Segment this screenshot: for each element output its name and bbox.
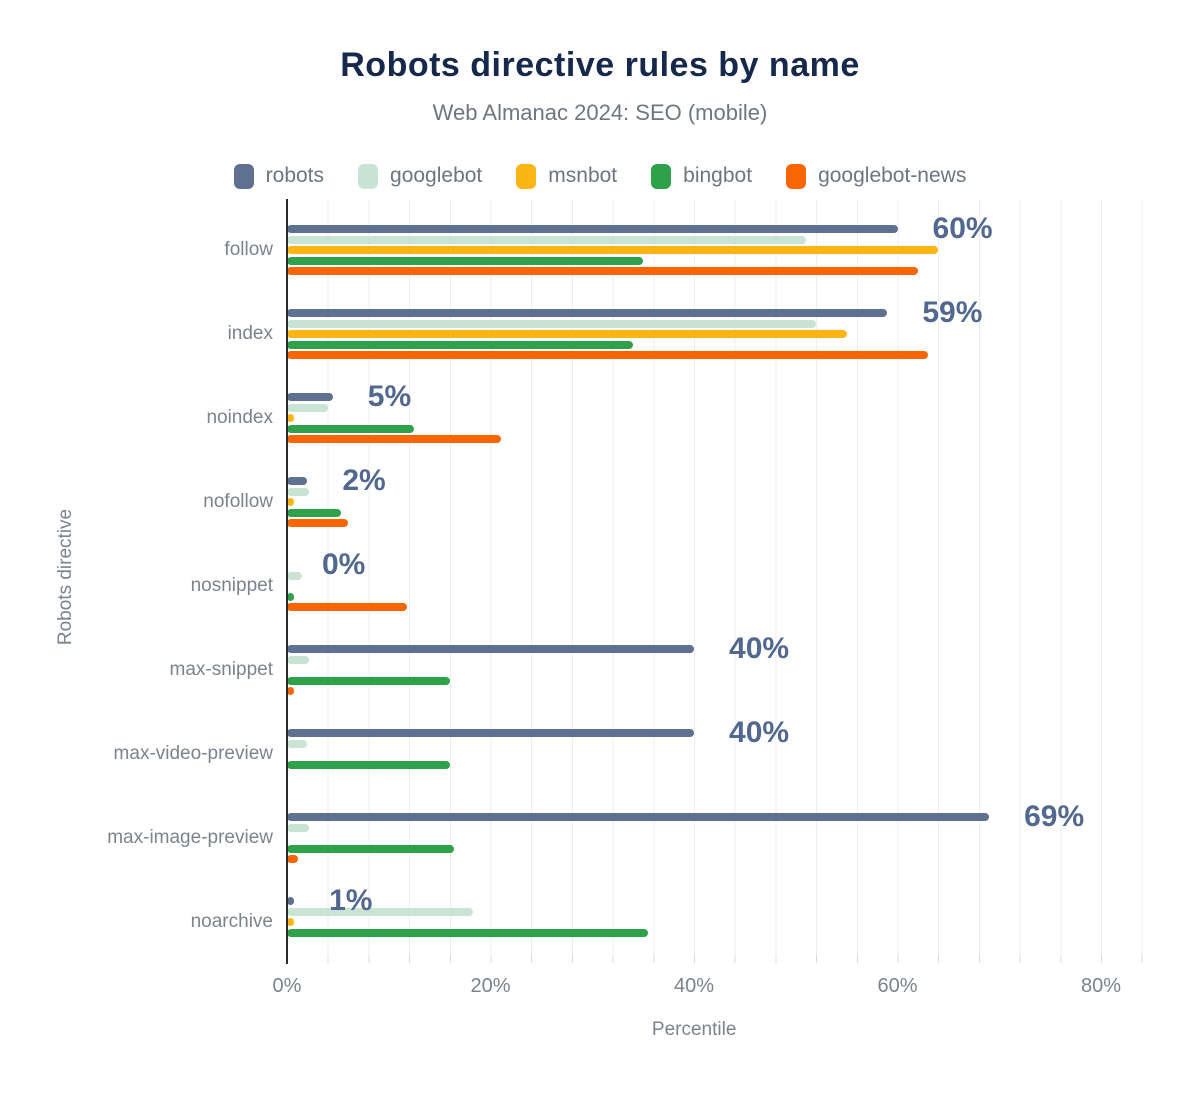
bar-googlebot xyxy=(287,655,310,664)
bar-bingbot xyxy=(287,676,450,685)
bar-googlebot xyxy=(287,571,303,580)
legend-label: googlebot xyxy=(390,164,483,187)
category-label: index xyxy=(227,323,273,344)
bar-robots xyxy=(287,309,888,317)
bar-robots xyxy=(287,477,308,485)
legend-item-robots[interactable]: robots xyxy=(233,163,325,189)
legend-swatch-bingbot xyxy=(651,163,672,189)
bar-googlebot xyxy=(287,403,328,412)
category-label: max-video-preview xyxy=(113,743,273,764)
bar-googlebot xyxy=(287,235,806,244)
bar-bingbot xyxy=(287,340,633,349)
legend-swatch-googlebot-news xyxy=(786,163,807,189)
bar-googlebot-news xyxy=(287,603,408,611)
legend-label: bingbot xyxy=(683,164,753,187)
bar-googlebot-news xyxy=(287,435,501,443)
category-label: max-image-preview xyxy=(107,827,273,848)
chart-subtitle: Web Almanac 2024: SEO (mobile) xyxy=(432,100,768,125)
bar-msnbot xyxy=(287,918,294,926)
category-label: max-snippet xyxy=(169,659,274,680)
bar-googlebot xyxy=(287,823,310,832)
category-row-max-image-preview: max-image-preview 69% xyxy=(107,787,1157,871)
category-label: nofollow xyxy=(203,491,273,512)
legend-swatch-robots xyxy=(233,163,254,189)
legend-item-googlebot-news[interactable]: googlebot-news xyxy=(786,163,967,189)
category-row-noindex: noindex 5% xyxy=(206,367,1157,451)
data-label: 59% xyxy=(922,296,983,329)
category-row-index: index 59% xyxy=(228,283,1157,367)
bar-robots xyxy=(287,645,695,653)
data-label: 40% xyxy=(729,716,790,749)
legend-label: googlebot-news xyxy=(818,164,967,187)
bar-googlebot-news xyxy=(287,351,929,359)
category-label: nosnippet xyxy=(190,575,273,596)
plot-area: follow 60% index 59% noindex 5% nofollow 2% nosn… xyxy=(107,199,1157,1040)
bar-googlebot xyxy=(287,907,474,916)
bar-msnbot xyxy=(287,246,939,254)
bar-googlebot xyxy=(287,319,817,328)
legend-label: msnbot xyxy=(548,164,618,187)
bar-robots xyxy=(287,729,695,737)
chart-area: Robots directive follow 60% index 59% noinde… xyxy=(0,199,1200,1079)
data-label: 40% xyxy=(729,632,790,665)
bar-bingbot xyxy=(287,424,415,433)
bar-robots xyxy=(287,813,990,821)
data-label: 60% xyxy=(932,212,993,245)
category-row-noarchive: noarchive 1% xyxy=(191,871,1157,955)
bar-googlebot-news xyxy=(287,687,294,695)
bar-googlebot-news xyxy=(287,519,349,527)
x-axis-title: Percentile xyxy=(651,1019,737,1040)
bar-bingbot xyxy=(287,256,644,265)
legend-item-googlebot[interactable]: googlebot xyxy=(358,163,483,189)
bar-bingbot xyxy=(287,844,454,853)
category-row-follow: follow 60% xyxy=(224,199,1157,283)
y-axis-title: Robots directive xyxy=(55,508,76,646)
bar-robots xyxy=(287,897,295,905)
category-row-nofollow: nofollow 2% xyxy=(203,451,1157,535)
category-row-max-video-preview: max-video-preview 40% xyxy=(114,703,1157,787)
legend-swatch-googlebot xyxy=(358,163,379,189)
bar-googlebot-news xyxy=(287,267,918,275)
x-axis-ticks xyxy=(287,955,1157,963)
legend-item-bingbot[interactable]: bingbot xyxy=(651,163,753,189)
x-tick-label: 80% xyxy=(1081,975,1122,997)
x-tick-label: 20% xyxy=(470,975,511,997)
bar-robots xyxy=(287,393,333,401)
data-label: 2% xyxy=(342,464,386,497)
category-row-nosnippet: nosnippet 0% xyxy=(191,535,1157,619)
legend-swatch-msnbot xyxy=(516,163,537,189)
data-label: 5% xyxy=(367,380,412,413)
bar-msnbot xyxy=(287,414,294,422)
x-tick-label: 0% xyxy=(272,975,302,997)
bar-bingbot xyxy=(287,592,295,601)
category-label: noarchive xyxy=(190,911,273,932)
bar-googlebot xyxy=(287,487,310,496)
x-tick-label: 60% xyxy=(877,975,918,997)
bar-msnbot xyxy=(287,498,294,506)
chart-title: Robots directive rules by name xyxy=(340,46,860,84)
x-tick-label: 40% xyxy=(674,975,715,997)
data-label: 1% xyxy=(329,884,373,917)
data-label: 69% xyxy=(1024,800,1085,833)
data-label: 0% xyxy=(322,548,366,581)
legend-item-msnbot[interactable]: msnbot xyxy=(516,163,618,189)
bar-bingbot xyxy=(287,508,341,517)
bar-msnbot xyxy=(287,330,847,338)
legend: robots googlebot msnbot bingbot googlebot-ne… xyxy=(0,163,1200,189)
bar-bingbot xyxy=(287,760,450,769)
bar-googlebot-news xyxy=(287,855,299,863)
category-label: noindex xyxy=(206,407,273,428)
bar-googlebot xyxy=(287,739,308,748)
bar-bingbot xyxy=(287,928,649,937)
legend-label: robots xyxy=(265,164,325,187)
category-row-max-snippet: max-snippet 40% xyxy=(170,619,1157,703)
category-label: follow xyxy=(224,239,273,260)
bar-robots xyxy=(287,225,898,233)
